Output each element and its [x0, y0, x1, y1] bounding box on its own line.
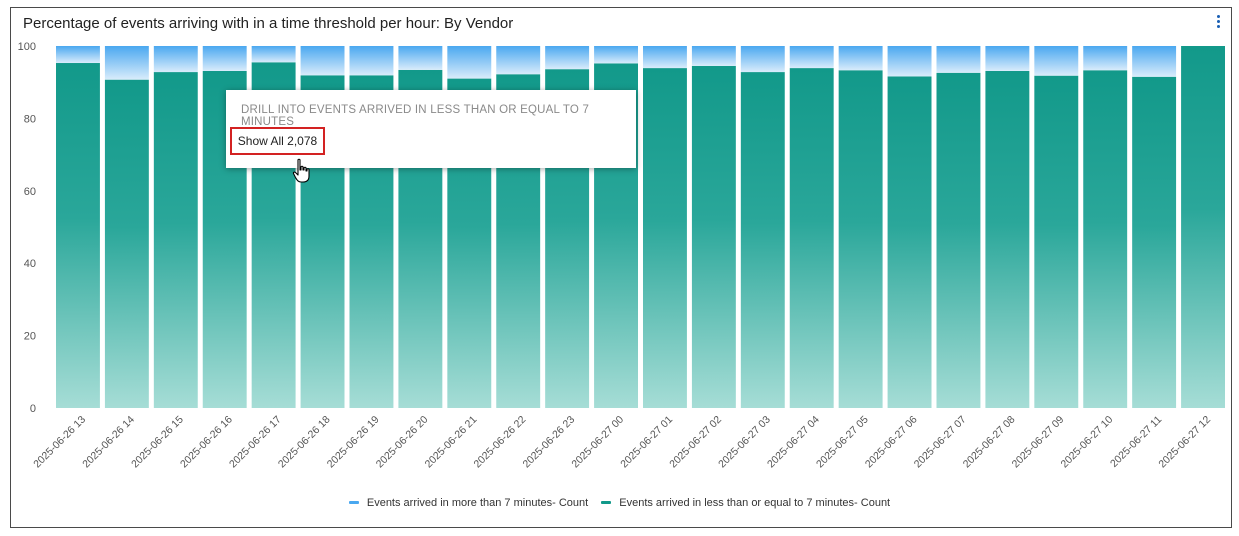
bar-ontime[interactable] [985, 70, 1030, 408]
legend-swatch-ontime [601, 501, 612, 504]
bar-ontime[interactable] [691, 65, 736, 408]
legend-label-ontime: Events arrived in less than or equal to … [619, 496, 891, 509]
bar-late[interactable] [936, 46, 981, 73]
bar-late[interactable] [691, 46, 736, 66]
bar-late[interactable] [1132, 46, 1177, 77]
bar-late[interactable] [1083, 46, 1128, 71]
y-tick-label: 20 [24, 331, 36, 343]
legend-item-ontime[interactable]: Events arrived in less than or equal to … [601, 497, 890, 509]
bar-ontime[interactable] [789, 68, 834, 408]
bar-late[interactable] [398, 46, 443, 70]
bar-late[interactable] [496, 46, 541, 75]
y-tick-label: 100 [18, 41, 36, 53]
bar-ontime[interactable] [104, 79, 149, 408]
bar-late[interactable] [56, 46, 100, 64]
y-tick-label: 60 [24, 186, 36, 198]
bar-ontime[interactable] [56, 63, 100, 408]
bar-late[interactable] [153, 46, 198, 73]
hand-pointer-icon [292, 158, 310, 183]
tooltip-header: DRILL INTO EVENTS ARRIVED IN LESS THAN O… [241, 104, 590, 128]
bar-ontime[interactable] [153, 72, 198, 409]
y-tick-label: 80 [24, 113, 36, 125]
bar-late[interactable] [251, 46, 296, 63]
bar-late[interactable] [104, 46, 149, 80]
bar-ontime[interactable] [936, 72, 981, 409]
y-tick-label: 40 [24, 258, 36, 270]
bar-late[interactable] [349, 46, 394, 76]
legend-label-late: Events arrived in more than 7 minutes- C… [366, 496, 589, 509]
bar-late[interactable] [643, 46, 687, 69]
legend-item-late[interactable]: Events arrived in more than 7 minutes- C… [348, 496, 589, 509]
bar-late[interactable] [740, 46, 785, 73]
legend: Events arrived in more than 7 minutes- C… [0, 495, 1239, 509]
x-tick-label: 2025-06-27 10 [1059, 414, 1116, 471]
kebab-menu-icon[interactable] [1215, 15, 1221, 31]
bar-ontime[interactable] [643, 68, 687, 408]
bar-late[interactable] [545, 46, 590, 70]
bar-late[interactable] [300, 46, 345, 76]
bar-late[interactable] [447, 46, 492, 79]
bar-late[interactable] [789, 46, 834, 69]
bar-late[interactable] [838, 46, 883, 71]
chart-title: Percentage of events arriving with in a … [23, 15, 514, 32]
bar-ontime[interactable] [1181, 46, 1225, 408]
y-tick-label: 0 [30, 403, 36, 415]
bar-late[interactable] [594, 46, 638, 64]
bar-ontime[interactable] [1034, 75, 1079, 409]
x-tick-label: 2025-06-27 12 [1156, 414, 1213, 471]
bar-ontime[interactable] [838, 70, 883, 408]
bar-ontime[interactable] [740, 72, 785, 409]
y-axis: 0 20 40 60 80 100 [18, 41, 36, 415]
bar-ontime[interactable] [887, 76, 932, 409]
bar-ontime[interactable] [1083, 70, 1128, 408]
bar-late[interactable] [985, 46, 1030, 71]
bar-ontime[interactable] [1132, 76, 1177, 409]
bar-late[interactable] [887, 46, 932, 77]
drilldown-tooltip: DRILL INTO EVENTS ARRIVED IN LESS THAN O… [226, 90, 636, 168]
show-all-button[interactable]: Show All 2,078 [230, 127, 325, 155]
legend-swatch-late [348, 501, 359, 504]
bars [56, 46, 1225, 409]
bar-late[interactable] [1034, 46, 1079, 76]
bar-late[interactable] [202, 46, 247, 71]
